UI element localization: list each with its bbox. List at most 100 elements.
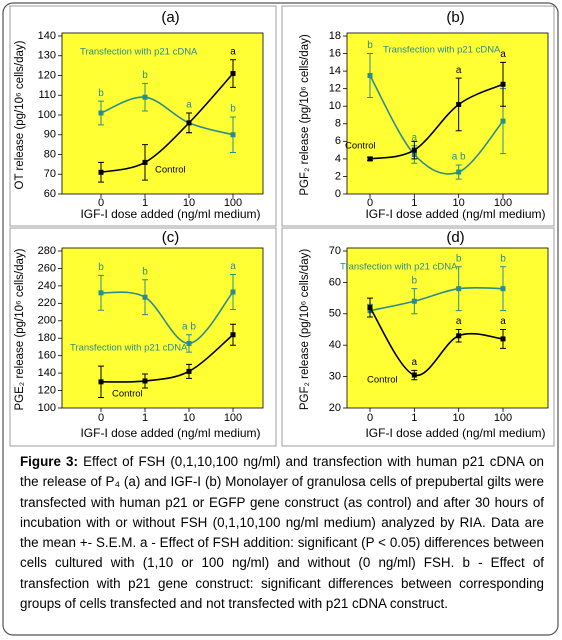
marker [456, 333, 462, 339]
series-line [100, 291, 234, 345]
marker [186, 340, 192, 346]
significance-label: b [98, 88, 104, 99]
series-label: Transfection with p21 cDNA [80, 47, 198, 58]
y-tick-label: 14 [329, 65, 341, 77]
y-tick-label: 70 [329, 245, 341, 257]
marker [142, 294, 148, 300]
marker [98, 169, 104, 175]
series-label: Transfection with p21 cDNA [70, 343, 188, 354]
y-tick-label: 8 [335, 118, 341, 130]
x-tick-label: 100 [224, 412, 242, 424]
y-tick-label: 100 [38, 109, 56, 121]
series-line [369, 286, 504, 312]
marker [456, 101, 462, 107]
series-line [369, 83, 504, 160]
marker [98, 290, 104, 296]
series-label: Control [345, 141, 376, 152]
significance-label: a [230, 46, 236, 57]
marker [367, 305, 373, 311]
x-tick-label: 0 [98, 197, 104, 209]
y-tick-label: 70 [44, 168, 56, 180]
x-tick-label: 1 [411, 197, 417, 209]
significance-label: b [98, 262, 104, 273]
x-axis-title: IGF-I dose added (ng/ml medium) [365, 426, 545, 440]
y-tick-label: 130 [38, 50, 56, 62]
y-tick-label: 10 [329, 100, 341, 112]
series-label: Control [155, 165, 186, 176]
y-tick-label: 60 [329, 276, 341, 288]
significance-label: b [412, 275, 418, 286]
y-tick-label: 140 [38, 367, 56, 379]
significance-label: a [500, 49, 506, 60]
significance-label: b [142, 70, 148, 81]
y-tick-label: 100 [38, 402, 56, 414]
y-tick-label: 180 [38, 332, 56, 344]
marker [456, 286, 462, 292]
significance-label: a b [452, 152, 466, 163]
marker [142, 378, 148, 384]
series-line [100, 96, 234, 136]
significance-label: a [456, 65, 462, 76]
x-tick-label: 10 [453, 197, 465, 209]
significance-label: a [412, 132, 418, 143]
x-tick-label: 0 [367, 412, 373, 424]
marker [367, 73, 373, 78]
y-tick-label: 140 [38, 30, 56, 42]
y-tick-label: 4 [335, 153, 341, 165]
y-tick-label: 280 [38, 245, 56, 257]
series-label: Transfection with p21 cDNA [383, 45, 501, 56]
y-tick-label: 18 [329, 30, 341, 42]
significance-label: a [456, 316, 462, 327]
y-tick-label: 60 [44, 188, 56, 200]
marker [186, 368, 192, 374]
y-axis-title: OT release (pg/10⁶ cells/day) [14, 40, 26, 189]
significance-label: b [456, 253, 462, 264]
x-tick-label: 10 [453, 412, 465, 424]
series-label: Control [367, 375, 398, 386]
x-tick-label: 0 [98, 412, 104, 424]
y-axis-title: PGE₂ release (pg/10⁶ cells/day) [14, 248, 26, 410]
plot-area [61, 32, 264, 195]
significance-label: b [367, 40, 373, 51]
y-tick-label: 200 [38, 315, 56, 327]
series-line [100, 334, 234, 383]
series-label: Control [112, 389, 143, 400]
marker [367, 156, 373, 162]
y-tick-label: 110 [38, 89, 56, 101]
y-tick-label: 30 [329, 371, 341, 383]
x-tick-label: 0 [367, 197, 373, 209]
marker [142, 94, 148, 100]
marker [500, 336, 506, 342]
y-tick-label: 20 [329, 402, 341, 414]
y-axis-title: PGF₂ release (pg/10⁶ cells/day) [299, 249, 311, 410]
y-tick-label: 220 [38, 297, 56, 309]
y-tick-label: 240 [38, 280, 56, 292]
marker [230, 289, 236, 295]
marker [411, 298, 417, 304]
y-axis-title: PGF₂ release (pg/10⁶ cells/day) [299, 34, 311, 195]
y-tick-label: 2 [335, 170, 341, 182]
x-axis-title: IGF-I dose added (ng/ml medium) [365, 207, 545, 221]
y-tick-label: 0 [335, 188, 341, 200]
x-tick-label: 1 [142, 197, 148, 209]
chart-title: (a) [161, 9, 179, 26]
marker [230, 132, 236, 138]
plot-area [346, 32, 549, 195]
marker [230, 332, 236, 338]
series-label: Transfection with p21 cDNA [340, 262, 458, 273]
series-line [369, 75, 504, 175]
y-tick-label: 6 [335, 135, 341, 147]
plot-area [61, 247, 264, 409]
caption: Figure 3: Effect of FSH (0,1,10,100 ng/m… [20, 452, 544, 614]
chart-title: (c) [162, 229, 180, 246]
y-tick-label: 160 [38, 350, 56, 362]
caption-text: Effect of FSH (0,1,10,100 ng/ml) and tra… [20, 454, 544, 612]
marker [500, 81, 506, 87]
y-tick-label: 16 [329, 47, 341, 59]
marker [98, 379, 104, 385]
chart-title: (b) [446, 9, 464, 26]
y-tick-label: 260 [38, 262, 56, 274]
